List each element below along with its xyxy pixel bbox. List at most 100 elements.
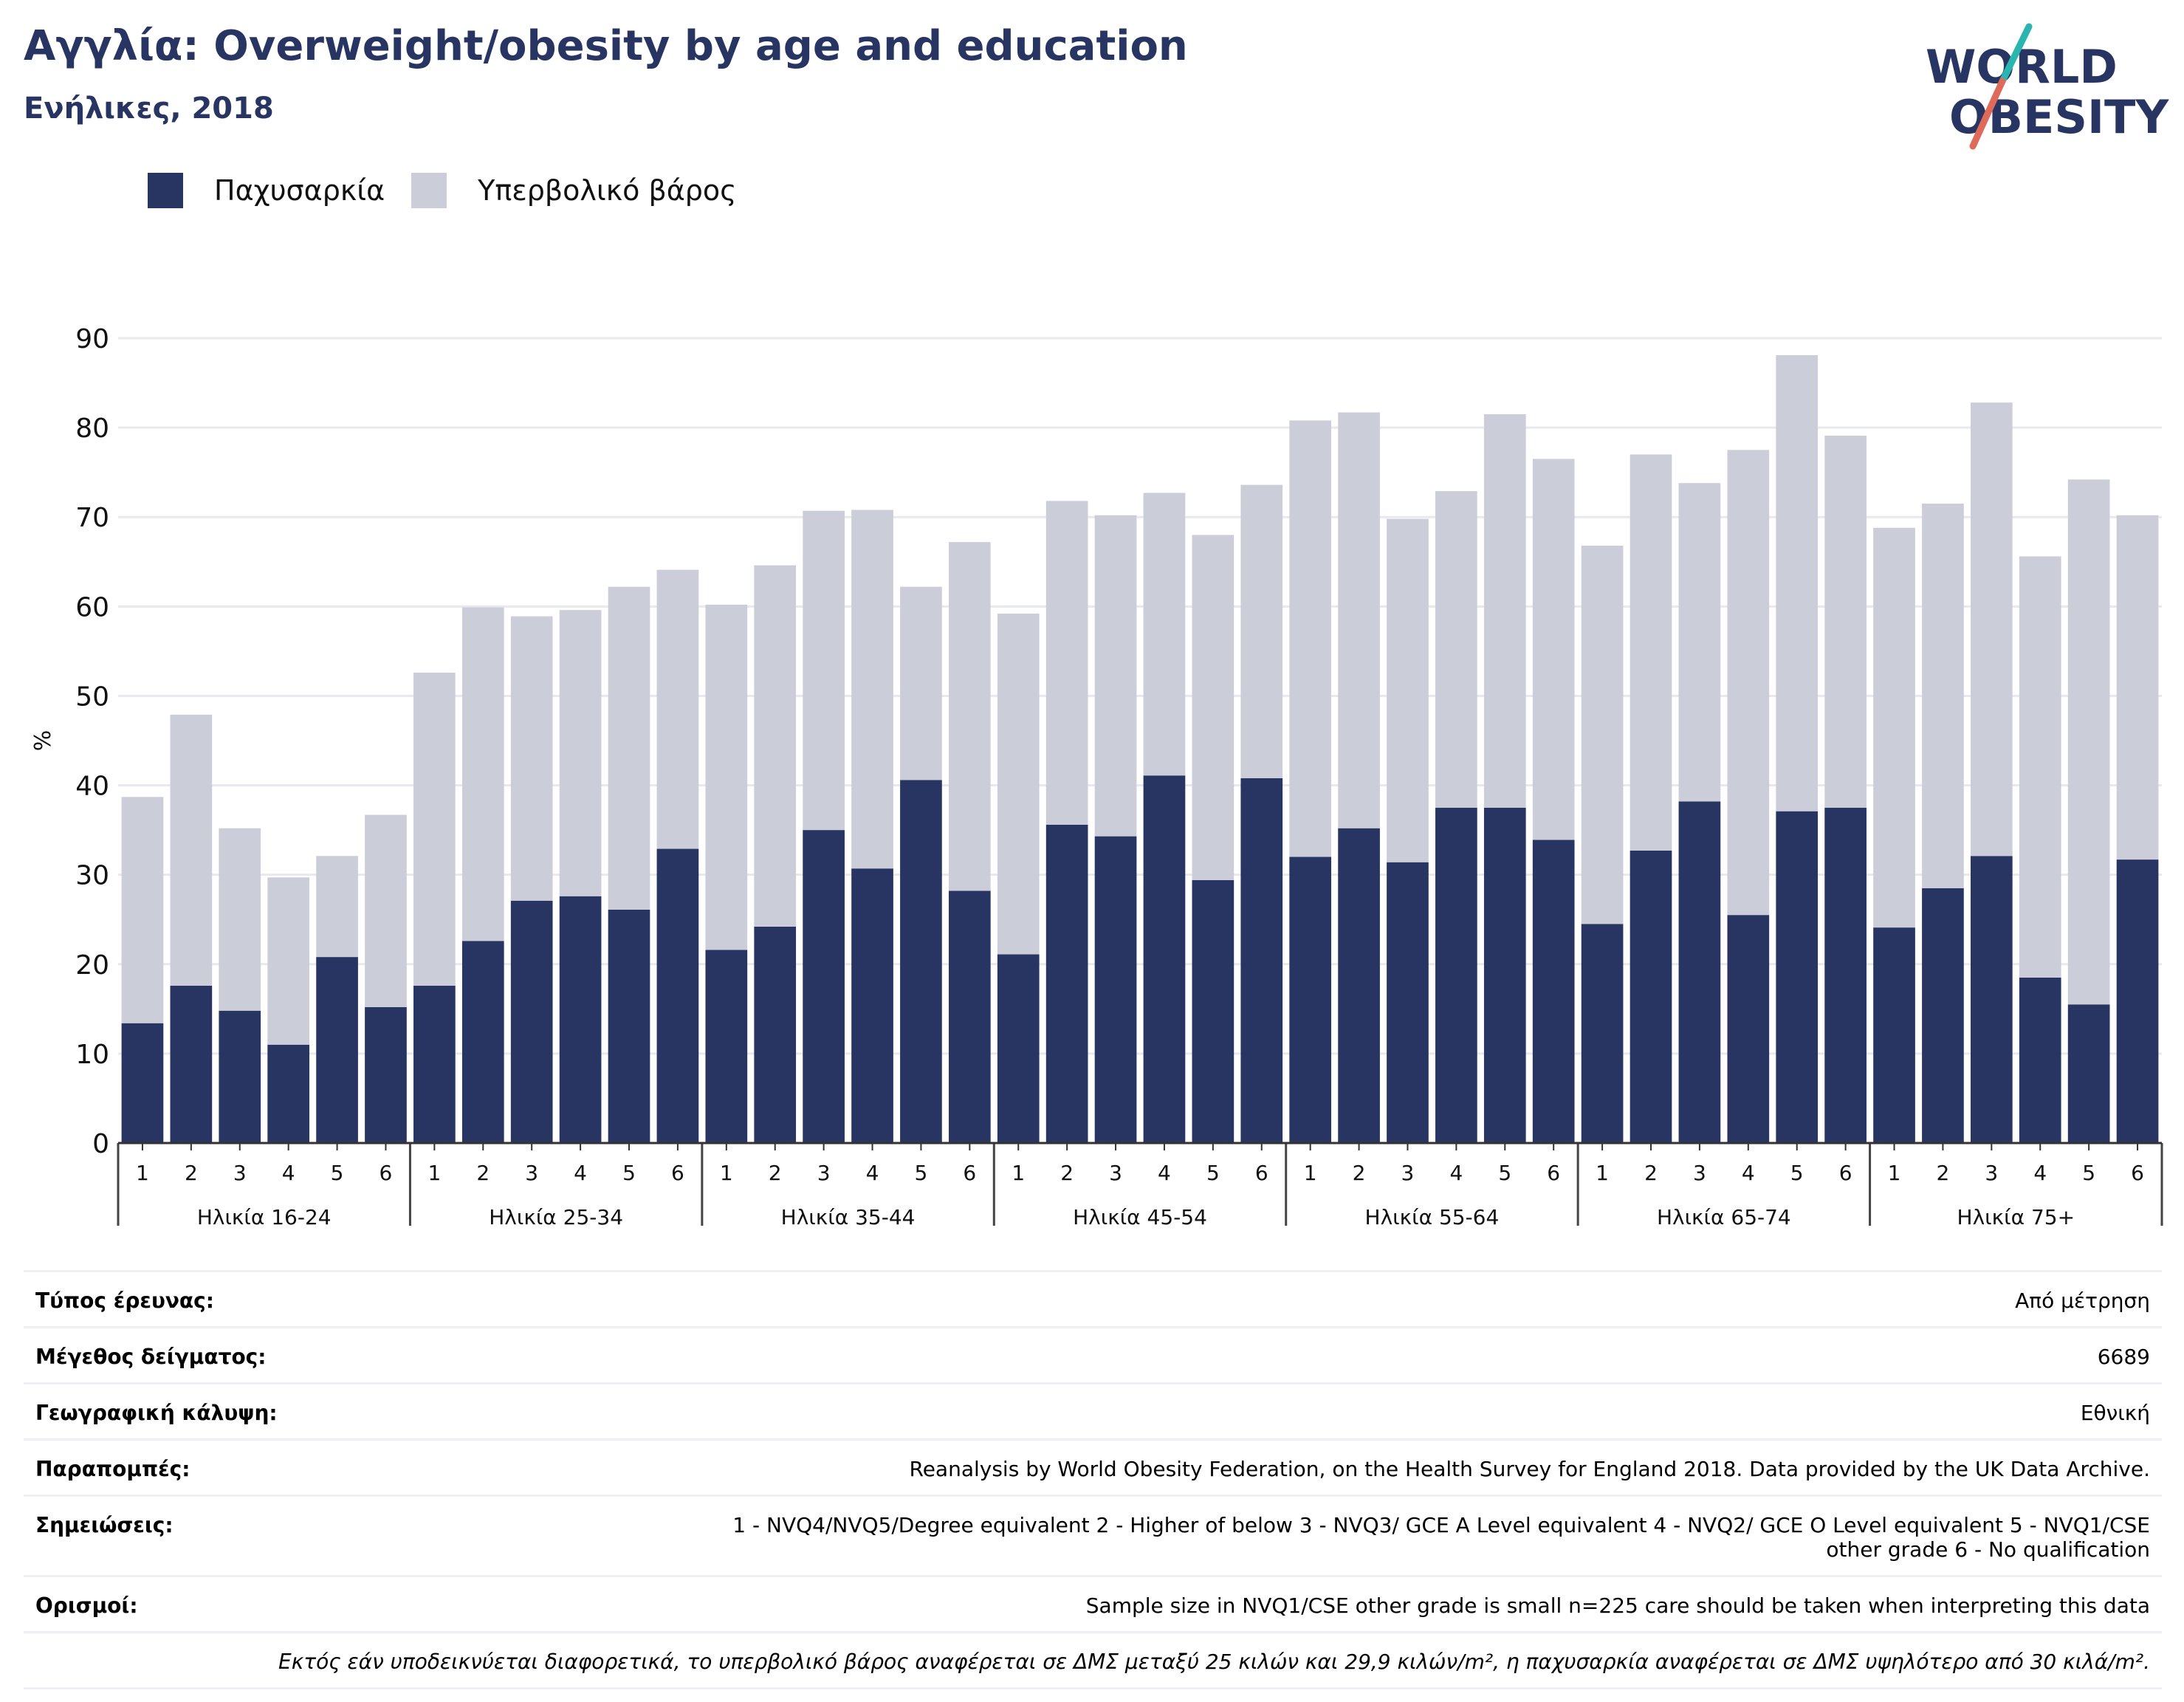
x-tick-label: 5 bbox=[1498, 1161, 1511, 1185]
page-title: Αγγλία: Overweight/obesity by age and ed… bbox=[24, 22, 1188, 70]
y-axis-label: % bbox=[30, 730, 56, 752]
info-value: 1 - NVQ4/NVQ5/Degree equivalent 2 - High… bbox=[732, 1513, 2150, 1562]
bar-obesity bbox=[1922, 888, 1964, 1143]
bar-obesity bbox=[1727, 915, 1770, 1143]
bar-overweight bbox=[900, 586, 942, 780]
info-table: Τύπος έρευνας: Από μέτρηση Μέγεθος δείγμ… bbox=[24, 1270, 2162, 1689]
x-tick-label: 6 bbox=[1547, 1161, 1560, 1185]
x-tick-label: 5 bbox=[622, 1161, 636, 1185]
bar-overweight bbox=[1970, 402, 2013, 857]
x-tick-label: 2 bbox=[1353, 1161, 1366, 1185]
bar-obesity bbox=[413, 985, 456, 1143]
y-tick-label: 50 bbox=[75, 682, 109, 712]
x-tick-label: 4 bbox=[2033, 1161, 2047, 1185]
x-tick-label: 1 bbox=[136, 1161, 149, 1185]
bar-obesity bbox=[170, 985, 213, 1143]
y-tick-label: 10 bbox=[75, 1040, 109, 1070]
bar-obesity bbox=[1387, 862, 1429, 1143]
x-tick-label: 1 bbox=[1888, 1161, 1901, 1185]
bar-obesity bbox=[316, 957, 358, 1143]
x-tick-label: 6 bbox=[671, 1161, 684, 1185]
bar-obesity bbox=[754, 926, 797, 1143]
x-tick-label: 5 bbox=[915, 1161, 928, 1185]
bar-overweight bbox=[2019, 556, 2061, 978]
bar-overweight bbox=[803, 510, 845, 831]
info-value: Εθνική bbox=[2080, 1401, 2150, 1425]
x-tick-label: 2 bbox=[185, 1161, 198, 1185]
group-label: Ηλικία 35-44 bbox=[781, 1205, 916, 1229]
x-tick-label: 6 bbox=[963, 1161, 976, 1185]
bar-overweight bbox=[1824, 436, 1867, 808]
x-tick-label: 4 bbox=[1742, 1161, 1755, 1185]
bar-overweight bbox=[1240, 484, 1283, 778]
x-tick-label: 4 bbox=[574, 1161, 587, 1185]
info-value: Sample size in NVQ1/CSE other grade is s… bbox=[1085, 1593, 2150, 1618]
bar-obesity bbox=[1483, 807, 1526, 1143]
bar-obesity bbox=[608, 909, 650, 1143]
bar-obesity bbox=[1192, 879, 1234, 1143]
x-tick-label: 4 bbox=[282, 1161, 295, 1185]
x-tick-label: 2 bbox=[1937, 1161, 1950, 1185]
x-tick-label: 3 bbox=[233, 1161, 247, 1185]
bar-obesity bbox=[2067, 1004, 2110, 1143]
x-tick-label: 4 bbox=[1449, 1161, 1463, 1185]
bar-obesity bbox=[510, 900, 553, 1143]
bar-obesity bbox=[1094, 836, 1137, 1143]
bar-overweight bbox=[1289, 420, 1332, 857]
y-tick-label: 20 bbox=[75, 950, 109, 981]
bar-overweight bbox=[1581, 545, 1624, 924]
group-label: Ηλικία 65-74 bbox=[1657, 1205, 1791, 1229]
info-row-coverage: Γεωγραφική κάλυψη: Εθνική bbox=[24, 1382, 2162, 1438]
bar-overweight bbox=[2067, 479, 2110, 1005]
bar-overweight bbox=[510, 616, 553, 901]
bar-overweight bbox=[2116, 515, 2159, 860]
x-tick-label: 1 bbox=[720, 1161, 733, 1185]
info-key: Μέγεθος δείγματος: bbox=[35, 1345, 267, 1369]
bar-obesity bbox=[2019, 977, 2061, 1143]
bar-obesity bbox=[1532, 840, 1575, 1143]
y-tick-label: 60 bbox=[75, 592, 109, 622]
bar-overweight bbox=[948, 542, 991, 891]
y-tick-label: 80 bbox=[75, 414, 109, 444]
bar-overweight bbox=[413, 672, 456, 986]
bar-obesity bbox=[365, 1006, 407, 1143]
bar-overweight bbox=[1387, 518, 1429, 862]
legend-swatch-overweight bbox=[411, 173, 447, 208]
y-tick-label: 0 bbox=[92, 1129, 109, 1159]
legend-label-overweight: Υπερβολικό βάρος bbox=[478, 174, 737, 207]
bar-overweight bbox=[997, 614, 1040, 955]
bar-obesity bbox=[2116, 859, 2159, 1143]
bar-overweight bbox=[1532, 459, 1575, 840]
x-tick-label: 2 bbox=[769, 1161, 782, 1185]
bar-overweight bbox=[1143, 493, 1186, 776]
legend-label-obesity: Παχυσαρκία bbox=[214, 174, 385, 207]
bar-obesity bbox=[121, 1023, 164, 1143]
x-tick-label: 1 bbox=[1012, 1161, 1025, 1185]
x-tick-label: 3 bbox=[525, 1161, 538, 1185]
x-tick-label: 2 bbox=[1060, 1161, 1074, 1185]
bar-overweight bbox=[1922, 504, 1964, 888]
legend-item-obesity[interactable]: Παχυσαρκία bbox=[148, 173, 385, 208]
bar-overweight bbox=[1630, 454, 1672, 851]
bar-obesity bbox=[803, 830, 845, 1143]
info-key: Γεωγραφική κάλυψη: bbox=[35, 1401, 278, 1425]
bar-obesity bbox=[1970, 856, 2013, 1143]
info-row-references: Παραπομπές: Reanalysis by World Obesity … bbox=[24, 1438, 2162, 1495]
bar-overweight bbox=[219, 828, 261, 1011]
bar-obesity bbox=[1873, 927, 1915, 1143]
x-tick-label: 1 bbox=[1596, 1161, 1609, 1185]
bar-obesity bbox=[267, 1044, 310, 1143]
bar-obesity bbox=[1435, 807, 1477, 1143]
y-tick-label: 90 bbox=[75, 324, 109, 354]
x-tick-label: 6 bbox=[380, 1161, 393, 1185]
bar-obesity bbox=[1678, 801, 1721, 1143]
info-footnote: Εκτός εάν υποδεικνύεται διαφορετικά, το … bbox=[278, 1650, 2150, 1674]
legend-item-overweight[interactable]: Υπερβολικό βάρος bbox=[411, 173, 736, 208]
y-tick-label: 30 bbox=[75, 861, 109, 891]
bar-overweight bbox=[1094, 515, 1137, 837]
x-tick-label: 1 bbox=[1304, 1161, 1317, 1185]
bar-obesity bbox=[1240, 778, 1283, 1143]
legend-swatch-obesity bbox=[148, 173, 183, 208]
bar-overweight bbox=[1192, 535, 1234, 880]
bar-obesity bbox=[656, 848, 699, 1143]
